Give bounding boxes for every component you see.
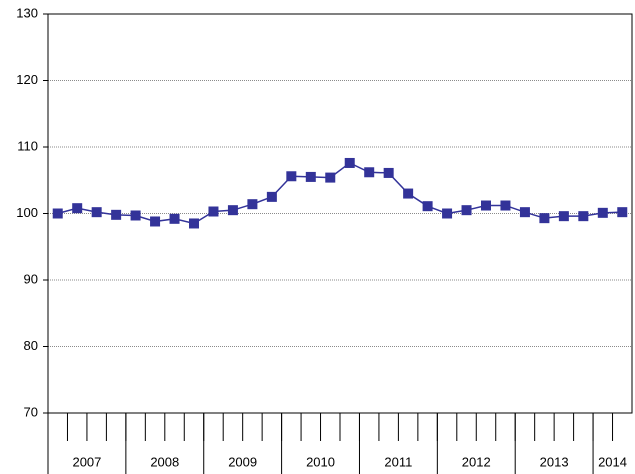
marker xyxy=(266,191,277,202)
marker xyxy=(422,201,433,212)
marker xyxy=(150,216,161,227)
marker xyxy=(539,213,550,224)
marker xyxy=(364,167,375,178)
marker xyxy=(189,218,199,229)
y-tick-label: 80 xyxy=(24,338,38,353)
x-group-label: 2009 xyxy=(228,454,257,469)
y-tick-label: 130 xyxy=(16,5,38,20)
x-group-label: 2008 xyxy=(150,454,179,469)
marker xyxy=(403,188,414,199)
marker xyxy=(169,213,180,224)
marker xyxy=(91,207,102,218)
x-group-label: 2014 xyxy=(598,454,627,469)
marker xyxy=(305,171,316,182)
y-tick-label: 110 xyxy=(17,138,38,153)
marker xyxy=(383,167,394,178)
x-group-label: 2007 xyxy=(72,454,101,469)
marker xyxy=(247,199,258,210)
marker xyxy=(617,207,628,218)
marker xyxy=(111,209,122,220)
marker xyxy=(481,200,491,211)
marker xyxy=(442,208,453,219)
x-group-label: 2013 xyxy=(540,454,569,469)
marker xyxy=(558,211,569,222)
y-tick-label: 90 xyxy=(24,271,38,286)
marker xyxy=(130,210,141,221)
marker xyxy=(461,205,472,216)
series-line xyxy=(57,162,623,225)
y-tick-label: 120 xyxy=(16,72,38,87)
y-tick-label: 100 xyxy=(16,205,38,220)
marker xyxy=(286,171,297,182)
x-group-label: 2010 xyxy=(306,454,335,469)
x-group-label: 2012 xyxy=(462,454,491,469)
y-tick-label: 70 xyxy=(24,404,38,419)
marker xyxy=(597,207,608,218)
marker xyxy=(325,172,336,183)
marker xyxy=(208,206,219,217)
marker xyxy=(500,200,511,211)
marker xyxy=(72,203,83,214)
marker xyxy=(578,211,589,222)
marker xyxy=(344,157,355,168)
x-group-label: 2011 xyxy=(384,454,412,469)
marker xyxy=(52,208,63,219)
marker xyxy=(519,207,530,218)
marker xyxy=(227,205,238,216)
